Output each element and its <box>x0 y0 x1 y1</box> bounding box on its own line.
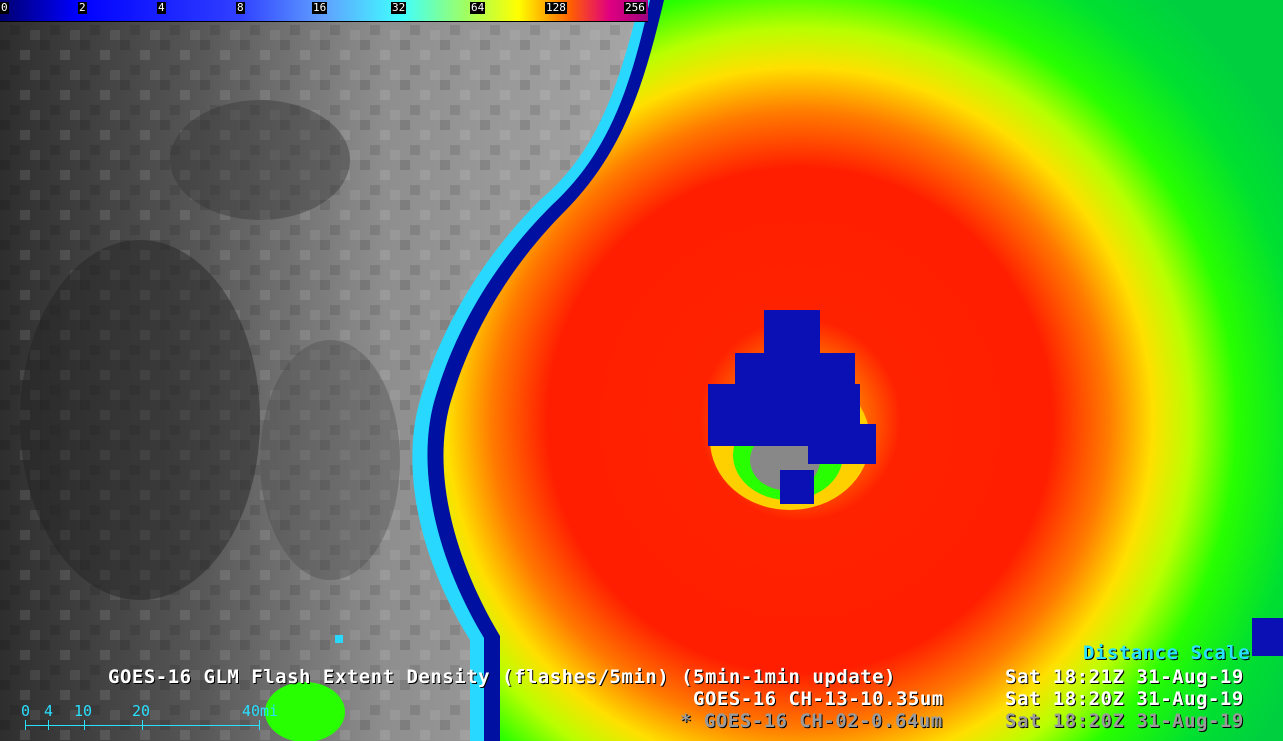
colorbar-label: 64 <box>470 1 486 14</box>
ch02-product-title: * GOES-16 CH-02-0.64um <box>680 710 943 732</box>
distance-scale-tick <box>84 720 85 730</box>
colorbar-label: 128 <box>545 1 567 14</box>
distance-scale-tick <box>142 720 143 730</box>
colorbar-label: 256 <box>624 1 646 14</box>
distance-scale-label: 10 <box>74 702 93 720</box>
ch13-product-title: GOES-16 CH-13-10.35um <box>693 688 944 710</box>
colorbar-label: 32 <box>391 1 407 14</box>
distance-scale-label: 40mi <box>242 702 279 720</box>
distance-scale-title: Distance Scale <box>1083 642 1251 664</box>
ch13-product-time: Sat 18:20Z 31-Aug-19 <box>1005 688 1244 710</box>
colorbar-label: 8 <box>236 1 245 14</box>
colorbar-label: 16 <box>312 1 328 14</box>
distance-scale-tick <box>48 720 49 730</box>
ch02-product-time: Sat 18:20Z 31-Aug-19 <box>1005 710 1244 732</box>
distance-scale-label: 4 <box>44 702 54 720</box>
distance-scale-tick <box>259 720 260 730</box>
colorbar-label: 0 <box>0 1 9 14</box>
distance-scale-label: 20 <box>132 702 151 720</box>
glm-product-title: GOES-16 GLM Flash Extent Density (flashe… <box>108 666 896 688</box>
colorbar-label: 2 <box>78 1 87 14</box>
colorbar-label: 4 <box>157 1 166 14</box>
distance-scale-tick <box>25 720 26 730</box>
distance-scale-label: 0 <box>21 702 31 720</box>
glm-product-time: Sat 18:21Z 31-Aug-19 <box>1005 666 1244 688</box>
glm-flash-cells <box>708 310 1283 656</box>
